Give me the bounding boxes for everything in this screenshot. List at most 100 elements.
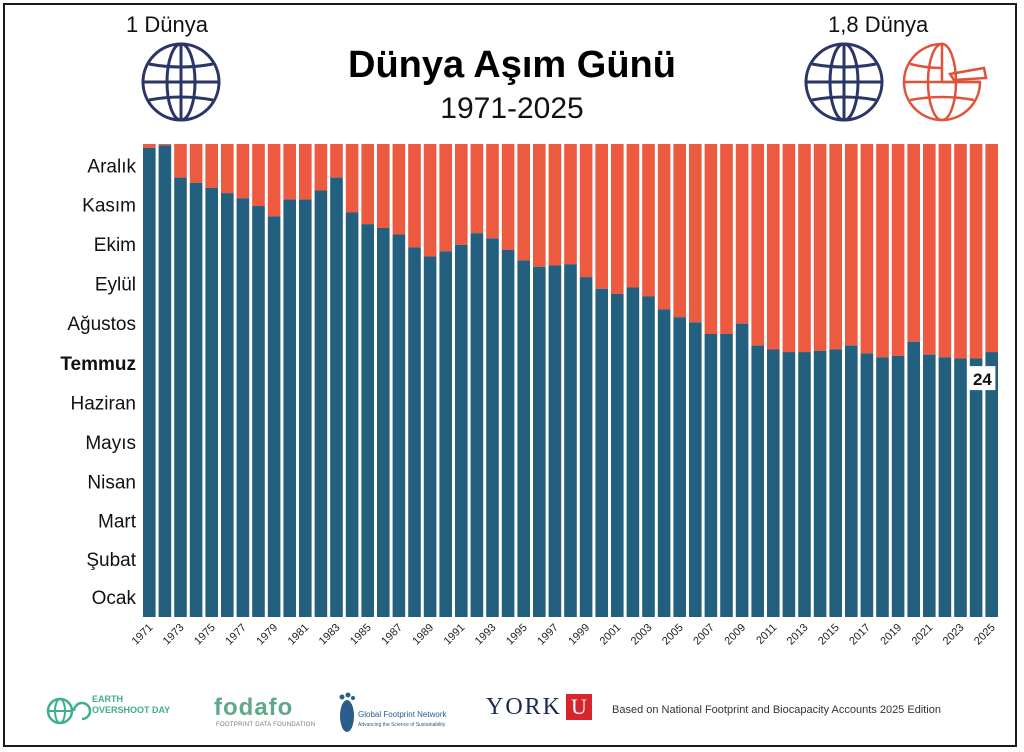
york-logo: YORK bbox=[486, 694, 563, 720]
full-globe-right-icon bbox=[804, 42, 884, 122]
bar-within-1979 bbox=[267, 216, 281, 617]
year-axis: 1971 1973 1975 1977 1979 1981 1983 1985 1987 1989… bbox=[130, 622, 998, 648]
bar-overshoot-2018 bbox=[876, 144, 889, 358]
year-tick-2015: 2015 bbox=[816, 622, 842, 648]
bar-overshoot-2012 bbox=[782, 144, 796, 353]
bar-overshoot-1977 bbox=[236, 144, 250, 199]
bar-overshoot-1982 bbox=[314, 144, 328, 191]
bar-within-2010 bbox=[751, 345, 764, 617]
bar-overshoot-1971 bbox=[143, 144, 156, 148]
bar-within-1989 bbox=[423, 256, 437, 617]
bar-overshoot-1984 bbox=[345, 144, 359, 213]
month-label-2: Mart bbox=[98, 512, 137, 533]
bar-overshoot-1991 bbox=[455, 144, 468, 245]
bar-within-2003 bbox=[642, 296, 655, 617]
year-tick-2007: 2007 bbox=[691, 622, 717, 648]
bar-overshoot-2017 bbox=[860, 144, 874, 354]
month-label-4: Mayıs bbox=[85, 433, 136, 454]
bar-overshoot-1998 bbox=[564, 144, 577, 265]
year-tick-2023: 2023 bbox=[941, 622, 967, 648]
bar-overshoot-1979 bbox=[267, 144, 281, 217]
bar-overshoot-2016 bbox=[845, 144, 858, 346]
bar-within-1998 bbox=[564, 264, 577, 617]
year-tick-2005: 2005 bbox=[660, 622, 686, 648]
footprint-icon bbox=[339, 692, 355, 732]
month-label-1: Şubat bbox=[86, 550, 136, 571]
bar-overshoot-2014 bbox=[813, 144, 827, 351]
bar-within-2009 bbox=[735, 323, 749, 617]
annotation-label: 24 bbox=[973, 370, 992, 389]
bar-overshoot-1972 bbox=[158, 144, 172, 146]
bar-within-1973 bbox=[174, 177, 187, 617]
year-tick-2017: 2017 bbox=[847, 622, 873, 648]
overshoot-bar-chart: Ocak Şubat Mart Nisan Mayıs Haziran Temmuz Ağus… bbox=[60, 144, 998, 648]
year-tick-1971: 1971 bbox=[130, 622, 156, 648]
gfn-logo: Global Footprint Network bbox=[358, 710, 447, 719]
bar-overshoot-2022 bbox=[938, 144, 952, 358]
bar-within-2000 bbox=[595, 288, 608, 617]
bar-overshoot-2021 bbox=[923, 144, 936, 355]
bar-within-2014 bbox=[813, 350, 827, 617]
year-tick-2009: 2009 bbox=[722, 622, 748, 648]
month-label-0: Ocak bbox=[92, 588, 137, 609]
bar-overshoot-1997 bbox=[548, 144, 562, 266]
year-tick-2025: 2025 bbox=[972, 622, 998, 648]
bar-overshoot-1996 bbox=[533, 144, 546, 267]
bar-within-2025 bbox=[985, 352, 998, 617]
month-label-8: Eylül bbox=[95, 275, 136, 296]
bar-within-2018 bbox=[876, 357, 889, 617]
bar-within-1983 bbox=[330, 177, 343, 617]
bar-overshoot-2006 bbox=[689, 144, 702, 323]
bar-overshoot-1993 bbox=[486, 144, 499, 239]
bar-overshoot-1995 bbox=[517, 144, 530, 261]
bar-overshoot-1974 bbox=[189, 144, 203, 183]
bar-overshoot-2004 bbox=[657, 144, 671, 310]
bar-overshoot-2001 bbox=[611, 144, 624, 294]
year-tick-1989: 1989 bbox=[410, 622, 436, 648]
bar-overshoot-1994 bbox=[501, 144, 515, 250]
bar-within-1972 bbox=[158, 145, 172, 618]
chart-frame bbox=[3, 3, 1017, 747]
bar-within-2012 bbox=[782, 352, 796, 617]
month-label-7: Ağustos bbox=[67, 314, 136, 335]
bar-within-1982 bbox=[314, 190, 328, 617]
year-tick-1983: 1983 bbox=[317, 622, 343, 648]
bar-overshoot-2020 bbox=[907, 144, 920, 342]
annotation-box bbox=[969, 366, 996, 391]
bar-overshoot-1990 bbox=[439, 144, 452, 252]
bar-within-1976 bbox=[221, 193, 234, 618]
bar-overshoot-1978 bbox=[252, 144, 265, 207]
source-footnote: Based on National Footprint and Biocapac… bbox=[612, 704, 941, 716]
bar-overshoot-1992 bbox=[470, 144, 484, 234]
year-tick-1985: 1985 bbox=[348, 622, 374, 648]
bar-within-2001 bbox=[611, 293, 624, 617]
bar-overshoot-1973 bbox=[174, 144, 187, 178]
bar-overshoot-2005 bbox=[673, 144, 686, 318]
year-tick-1977: 1977 bbox=[223, 622, 249, 648]
bar-overshoot-1989 bbox=[423, 144, 437, 257]
bar-overshoot-1986 bbox=[377, 144, 390, 228]
month-label-11: Aralık bbox=[87, 156, 136, 177]
bar-within-2013 bbox=[798, 352, 811, 617]
bars bbox=[143, 144, 998, 618]
bar-within-2008 bbox=[720, 333, 733, 617]
annotation-group: 24 bbox=[969, 366, 996, 391]
bar-overshoot-2015 bbox=[829, 144, 842, 350]
year-tick-1979: 1979 bbox=[254, 622, 280, 648]
york-u-badge: U bbox=[566, 694, 592, 720]
year-tick-2003: 2003 bbox=[629, 622, 655, 648]
bar-within-2005 bbox=[673, 317, 686, 617]
bar-overshoot-1980 bbox=[283, 144, 296, 200]
bar-within-2022 bbox=[938, 357, 952, 617]
chart-subtitle: 1971-2025 bbox=[440, 92, 584, 125]
month-label-3: Nisan bbox=[87, 472, 136, 493]
bar-overshoot-1985 bbox=[361, 144, 374, 225]
bar-within-2006 bbox=[689, 322, 702, 617]
year-tick-1999: 1999 bbox=[566, 622, 592, 648]
bar-within-1993 bbox=[486, 238, 499, 617]
bar-within-2007 bbox=[704, 333, 718, 617]
bar-overshoot-1981 bbox=[299, 144, 312, 200]
fodafo-logo-subtitle: FOOTPRINT DATA FOUNDATION bbox=[216, 722, 316, 728]
partial-globe-icon bbox=[902, 42, 988, 122]
gfn-logo-subtitle: Advancing the Science of Sustainability bbox=[358, 722, 446, 728]
